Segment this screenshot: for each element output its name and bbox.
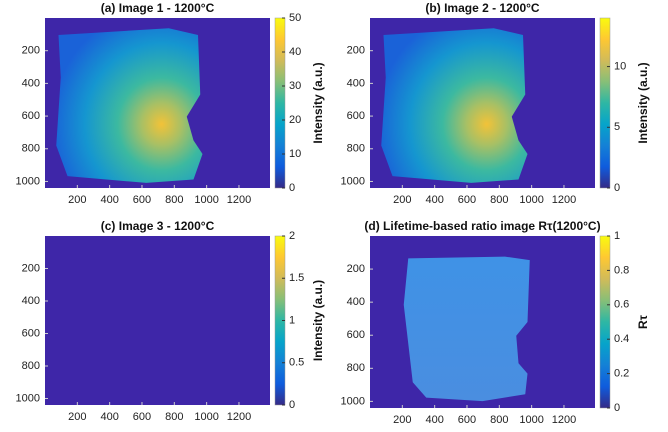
y-tick-label: 800 xyxy=(22,360,40,372)
x-tick-label: 400 xyxy=(425,414,443,426)
x-tick-label: 400 xyxy=(100,411,118,423)
x-tick-label: 1000 xyxy=(194,194,218,206)
x-tick-label: 1200 xyxy=(227,411,251,423)
image-content xyxy=(56,28,203,183)
colorbar-tick-label: 1.5 xyxy=(289,272,304,284)
colorbar-label: Intensity (a.u.) xyxy=(311,62,325,143)
image-content xyxy=(403,256,530,402)
x-tick-label: 1200 xyxy=(552,414,576,426)
y-tick-label: 800 xyxy=(347,362,365,374)
x-tick-label: 800 xyxy=(490,414,508,426)
x-tick-label: 200 xyxy=(393,194,411,206)
x-tick-label: 800 xyxy=(165,411,183,423)
x-tick-label: 600 xyxy=(458,414,476,426)
x-tick-label: 1200 xyxy=(227,194,251,206)
x-tick-label: 1000 xyxy=(519,414,543,426)
x-tick-label: 200 xyxy=(68,411,86,423)
colorbar-tick-label: 0.6 xyxy=(614,299,629,311)
colorbar-tick-label: 50 xyxy=(289,12,301,24)
colorbar-tick-label: 0 xyxy=(289,399,295,411)
y-tick-label: 400 xyxy=(347,296,365,308)
x-tick-label: 400 xyxy=(100,194,118,206)
y-tick-label: 600 xyxy=(22,327,40,339)
colorbar-tick-label: 1 xyxy=(289,314,295,326)
image-background xyxy=(45,236,270,405)
colorbar-label: Intensity (a.u.) xyxy=(636,62,650,143)
y-tick-label: 200 xyxy=(347,263,365,275)
x-tick-label: 800 xyxy=(490,194,508,206)
image-content xyxy=(381,28,528,183)
y-tick-label: 400 xyxy=(347,77,365,89)
colorbar-tick-label: 20 xyxy=(289,114,301,126)
y-tick-label: 400 xyxy=(22,77,40,89)
colorbar-tick-label: 0 xyxy=(289,182,295,194)
y-tick-label: 1000 xyxy=(341,395,365,407)
colorbar xyxy=(274,17,286,189)
y-tick-label: 600 xyxy=(347,329,365,341)
x-tick-label: 200 xyxy=(393,414,411,426)
x-tick-label: 600 xyxy=(133,411,151,423)
y-tick-label: 200 xyxy=(22,262,40,274)
colorbar-label: Intensity (a.u.) xyxy=(311,280,325,361)
y-tick-label: 800 xyxy=(347,143,365,155)
panel-title: (c) Image 3 - 1200°C xyxy=(101,219,215,233)
y-tick-label: 200 xyxy=(22,45,40,57)
panel-title: (d) Lifetime-based ratio image Rτ(1200°C… xyxy=(364,219,600,233)
y-tick-label: 600 xyxy=(347,110,365,122)
colorbar-tick-label: 40 xyxy=(289,46,301,58)
y-tick-label: 200 xyxy=(347,45,365,57)
x-tick-label: 200 xyxy=(68,194,86,206)
y-tick-label: 1000 xyxy=(16,392,40,404)
colorbar-label: Rτ xyxy=(636,314,650,329)
colorbar xyxy=(599,235,611,409)
colorbar-tick-label: 30 xyxy=(289,80,301,92)
y-tick-label: 600 xyxy=(22,110,40,122)
colorbar-tick-label: 10 xyxy=(614,60,626,72)
panel-title: (b) Image 2 - 1200°C xyxy=(425,1,540,15)
colorbar-tick-label: 2 xyxy=(289,230,295,242)
colorbar-tick-label: 0.4 xyxy=(614,333,629,345)
x-tick-label: 1000 xyxy=(194,411,218,423)
y-tick-label: 400 xyxy=(22,295,40,307)
y-tick-label: 1000 xyxy=(16,175,40,187)
x-tick-label: 800 xyxy=(165,194,183,206)
colorbar-tick-label: 1 xyxy=(614,230,620,242)
colorbar-tick-label: 0 xyxy=(614,182,620,194)
colorbar-tick-label: 0.8 xyxy=(614,264,629,276)
colorbar-tick-label: 0.5 xyxy=(289,357,304,369)
x-tick-label: 1000 xyxy=(519,194,543,206)
x-tick-label: 600 xyxy=(133,194,151,206)
y-tick-label: 1000 xyxy=(341,175,365,187)
colorbar xyxy=(599,17,611,189)
x-tick-label: 400 xyxy=(425,194,443,206)
panel-title: (a) Image 1 - 1200°C xyxy=(101,1,215,15)
colorbar-tick-label: 0.2 xyxy=(614,368,629,380)
x-tick-label: 1200 xyxy=(552,194,576,206)
colorbar-tick-label: 10 xyxy=(289,148,301,160)
colorbar-tick-label: 5 xyxy=(614,121,620,133)
x-tick-label: 600 xyxy=(458,194,476,206)
y-tick-label: 800 xyxy=(22,143,40,155)
colorbar-tick-label: 0 xyxy=(614,402,620,414)
